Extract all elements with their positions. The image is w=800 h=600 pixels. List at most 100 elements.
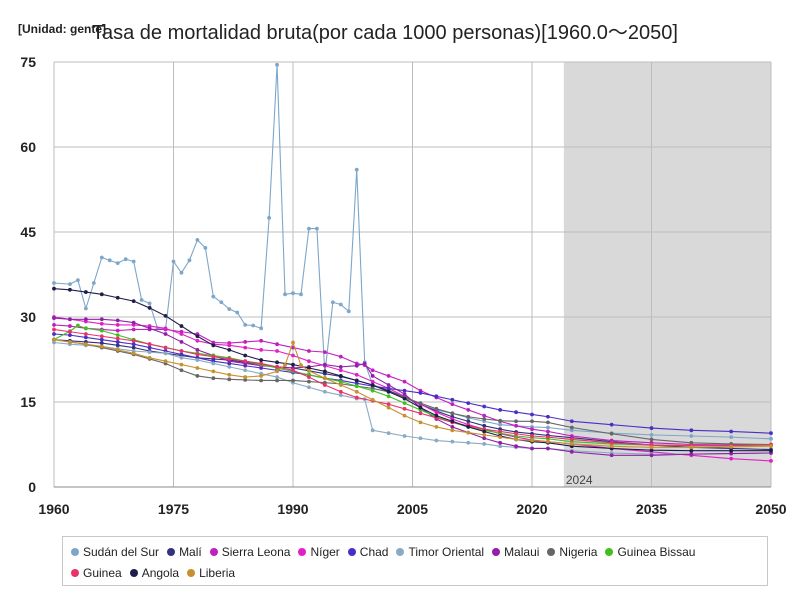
data-point [482, 432, 487, 437]
data-point [307, 379, 311, 384]
data-point [275, 62, 279, 67]
data-point [729, 448, 734, 453]
data-point [307, 349, 311, 353]
data-point [227, 307, 232, 311]
data-point [227, 347, 232, 352]
y-tick-label: 30 [20, 309, 36, 325]
series-line [53, 339, 772, 448]
data-point [99, 344, 104, 349]
y-tick-label: 45 [20, 224, 36, 240]
data-point [402, 406, 407, 411]
data-point [52, 332, 56, 336]
data-point [370, 397, 375, 402]
data-point [115, 323, 120, 327]
data-point [402, 434, 407, 438]
data-point [689, 434, 694, 438]
data-point [115, 340, 120, 344]
data-point [275, 369, 279, 374]
grid [53, 61, 772, 488]
data-point [115, 347, 120, 352]
data-point [307, 375, 311, 379]
data-point [498, 435, 503, 440]
legend-label: Angola [141, 566, 180, 580]
unit-label: [Unidad: gente] [18, 22, 106, 36]
data-point [370, 388, 375, 393]
data-point [227, 357, 232, 361]
data-point [370, 374, 375, 378]
x-tick-label: 2005 [397, 501, 428, 517]
data-point [52, 281, 56, 285]
data-point [498, 408, 503, 412]
data-point [569, 425, 574, 430]
data-point [769, 448, 773, 453]
data-point [203, 245, 208, 250]
data-point [514, 423, 518, 428]
data-point [434, 438, 439, 443]
forecast-label: 2024 [566, 473, 593, 487]
data-point [769, 436, 773, 441]
x-tick-label: 2020 [516, 501, 547, 517]
data-point [195, 358, 200, 362]
legend-item: Guinea [71, 563, 122, 584]
chart-title: Tasa de mortalidad bruta(por cada 1000 p… [92, 22, 678, 44]
data-point [514, 419, 518, 424]
data-point [283, 363, 287, 368]
data-point [243, 359, 248, 364]
data-point [498, 440, 503, 445]
data-point [195, 347, 200, 352]
data-point [163, 313, 168, 318]
legend-label: Níger [310, 545, 340, 559]
data-point [171, 259, 176, 264]
data-point [482, 417, 487, 421]
data-point [147, 301, 152, 306]
data-point [434, 413, 439, 418]
data-point [450, 419, 455, 424]
data-point [227, 372, 232, 377]
data-point [338, 379, 343, 384]
data-point [131, 345, 136, 350]
data-point [211, 354, 216, 359]
axes: 0 15 30 45 60 75 1960 1975 1990 2005 2020 2035 2050 [20, 54, 786, 517]
data-point [275, 342, 279, 347]
data-point [68, 333, 72, 338]
data-point [466, 430, 471, 435]
data-point [482, 404, 487, 409]
data-point [322, 389, 327, 394]
forecast-region: 2024 [563, 62, 771, 487]
data-point [546, 414, 550, 419]
data-point [147, 345, 152, 350]
data-point [354, 167, 359, 172]
data-point [211, 294, 216, 299]
data-point [227, 377, 232, 382]
data-point [179, 355, 184, 360]
data-point [195, 238, 200, 242]
data-point [179, 332, 184, 336]
data-point [195, 374, 200, 378]
data-point [83, 306, 88, 311]
data-point [131, 320, 136, 325]
data-point [99, 292, 104, 297]
data-point [450, 425, 455, 429]
legend-item: Malaui [492, 542, 539, 563]
legend-swatch [492, 547, 501, 556]
data-point [450, 439, 455, 444]
data-point [68, 329, 72, 334]
y-tick-label: 60 [20, 139, 36, 155]
data-point [68, 324, 72, 328]
series-11 [52, 337, 773, 450]
data-point [322, 350, 327, 355]
data-point [99, 255, 104, 260]
data-point [322, 362, 327, 367]
data-point [418, 391, 423, 395]
data-point [227, 364, 232, 369]
legend-swatch [167, 547, 176, 556]
data-point [569, 442, 574, 446]
data-point [354, 378, 359, 383]
legend: Sudán del Sur Malí Sierra Leona Níger Chad Ti… [62, 536, 768, 586]
data-point [243, 375, 248, 379]
data-point [466, 408, 471, 412]
data-point [546, 420, 550, 425]
data-point [338, 364, 343, 369]
data-point [131, 338, 136, 343]
data-point [259, 378, 264, 383]
